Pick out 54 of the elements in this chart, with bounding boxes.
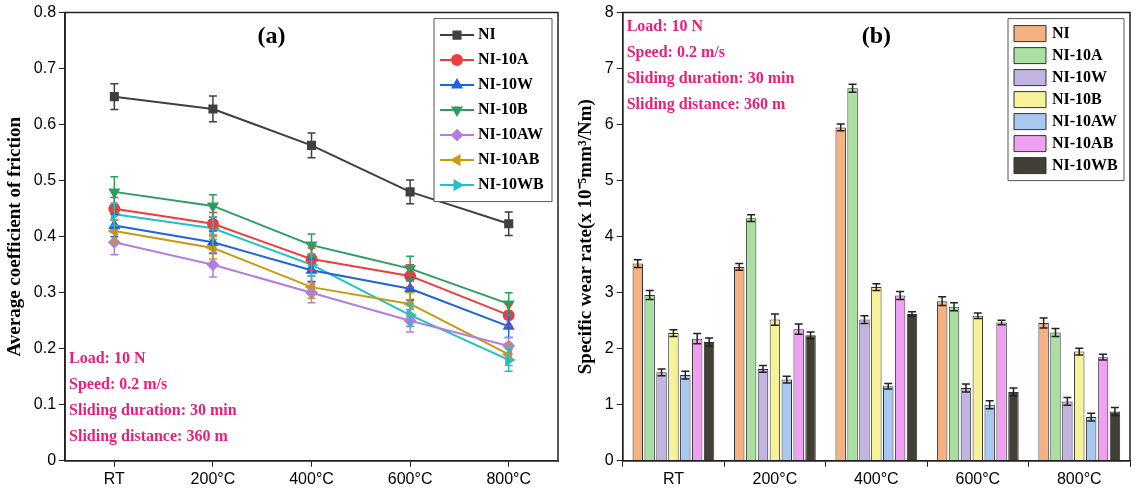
legend-label: NI-10W: [478, 75, 534, 93]
y-tick-label: 0.5: [33, 171, 57, 189]
y-tick-label: 0: [47, 451, 57, 469]
y-tick-label: 0.4: [33, 227, 57, 245]
annotation: Load: 10 N: [626, 16, 704, 34]
x-tick-label: 400°C: [289, 469, 334, 487]
legend-label: NI: [1052, 23, 1070, 41]
y-axis-title: Specific wear rate(x 10⁻⁵mm³/Nm): [574, 99, 597, 375]
x-tick-label: RT: [662, 469, 685, 487]
x-tick-label: 200°C: [190, 469, 236, 487]
y-tick-label: 8: [604, 3, 614, 21]
annotation: Speed: 0.2 m/s: [626, 42, 725, 61]
legend-label: NI-10AB: [1052, 133, 1114, 151]
legend-label: NI-10A: [478, 50, 530, 68]
annotation: Speed: 0.2 m/s: [69, 374, 168, 393]
y-tick-label: 6: [604, 115, 614, 133]
x-tick-label: 800°C: [486, 469, 532, 487]
legend-label: NI-10WB: [1052, 155, 1119, 173]
x-tick-label: 600°C: [955, 469, 1001, 487]
x-tick-label: 600°C: [387, 469, 433, 487]
annotation: Sliding distance: 360 m: [626, 94, 787, 113]
annotation: Sliding duration: 30 min: [69, 400, 237, 419]
legend-label: NI: [478, 25, 496, 43]
y-axis-title: Average coefficient of friction: [3, 116, 25, 357]
x-tick-label: 400°C: [854, 469, 899, 487]
y-tick-label: 5: [604, 171, 614, 189]
annotation: Sliding distance: 360 m: [69, 426, 229, 445]
y-tick-label: 0.6: [33, 115, 57, 133]
chart-title: (a): [257, 21, 286, 48]
y-tick-label: 0.7: [33, 59, 57, 77]
y-tick-label: 0.8: [33, 3, 57, 21]
y-tick-label: 0.2: [33, 339, 57, 357]
chart-title: (b): [861, 21, 892, 48]
y-tick-label: 0.1: [33, 395, 57, 413]
y-tick-label: 0.3: [33, 283, 57, 301]
annotation: Load: 10 N: [69, 348, 146, 366]
legend-label: NI-10WB: [478, 175, 545, 193]
legend-label: NI-10A: [1052, 45, 1104, 63]
legend-label: NI-10AB: [478, 150, 540, 168]
x-tick-label: RT: [103, 469, 126, 487]
y-tick-label: 0: [604, 451, 614, 469]
legend-label: NI-10B: [478, 100, 529, 118]
x-tick-label: 200°C: [752, 469, 798, 487]
y-tick-label: 3: [604, 283, 614, 301]
annotation: Sliding duration: 30 min: [626, 68, 795, 87]
legend-label: NI-10B: [1052, 89, 1103, 107]
legend-label: NI-10AW: [1052, 111, 1117, 129]
x-tick-label: 800°C: [1056, 469, 1102, 487]
y-tick-label: 4: [604, 227, 614, 245]
y-tick-label: 1: [604, 395, 614, 413]
legend-label: NI-10AW: [478, 125, 543, 143]
legend-label: NI-10W: [1052, 67, 1108, 85]
y-tick-label: 2: [604, 339, 614, 357]
y-tick-label: 7: [604, 59, 614, 77]
